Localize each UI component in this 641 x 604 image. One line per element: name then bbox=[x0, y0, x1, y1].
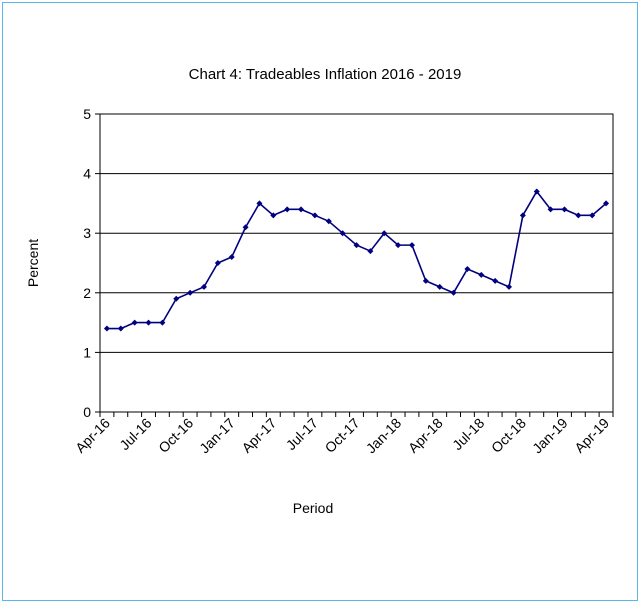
data-point bbox=[256, 200, 263, 207]
y-axis-label: Percent bbox=[25, 239, 41, 287]
x-tick-label: Jul-16 bbox=[116, 415, 154, 453]
data-point bbox=[117, 325, 124, 332]
data-point bbox=[381, 230, 388, 237]
gridlines bbox=[100, 113, 613, 353]
y-tick-label: 2 bbox=[83, 285, 91, 301]
x-axis-label: Period bbox=[293, 500, 333, 516]
x-tick-label: Jan-17 bbox=[196, 415, 238, 457]
data-point bbox=[311, 212, 318, 219]
y-tick-label: 5 bbox=[83, 106, 91, 122]
data-point bbox=[200, 283, 207, 290]
x-tick-label: Oct-16 bbox=[155, 415, 196, 456]
data-point bbox=[533, 188, 540, 195]
data-point bbox=[159, 319, 166, 326]
x-tick-label: Apr-16 bbox=[72, 415, 113, 456]
data-point bbox=[103, 325, 110, 332]
data-point bbox=[478, 271, 485, 278]
x-tick-label: Apr-19 bbox=[571, 415, 612, 456]
data-point bbox=[464, 265, 471, 272]
data-point bbox=[408, 242, 415, 249]
data-point bbox=[228, 254, 235, 261]
data-point bbox=[367, 248, 374, 255]
data-point bbox=[242, 224, 249, 231]
data-point bbox=[214, 260, 221, 266]
data-point bbox=[519, 212, 526, 219]
data-point bbox=[353, 242, 360, 249]
data-point bbox=[547, 206, 554, 213]
data-point bbox=[589, 212, 596, 219]
data-point bbox=[173, 295, 180, 302]
data-point bbox=[422, 277, 429, 284]
x-tick-label: Apr-18 bbox=[405, 415, 446, 456]
data-point bbox=[603, 200, 610, 207]
x-tick-label: Oct-18 bbox=[488, 415, 529, 456]
data-point bbox=[131, 319, 138, 326]
data-point bbox=[450, 289, 457, 296]
x-tick-label: Oct-17 bbox=[322, 415, 363, 456]
data-point bbox=[284, 206, 291, 213]
data-point bbox=[298, 206, 305, 213]
data-point bbox=[187, 289, 194, 296]
x-tick-label: Jul-17 bbox=[283, 415, 321, 453]
data-point bbox=[561, 206, 568, 213]
x-tick-label: Jan-18 bbox=[363, 415, 405, 457]
y-tick-label: 0 bbox=[83, 404, 91, 420]
series-layer bbox=[103, 188, 610, 332]
x-tick-label: Jul-18 bbox=[449, 415, 487, 453]
data-point bbox=[270, 212, 277, 219]
x-tick-label: Apr-17 bbox=[238, 415, 279, 456]
chart-title: Chart 4: Tradeables Inflation 2016 - 201… bbox=[189, 66, 462, 83]
y-tick-label: 4 bbox=[83, 166, 91, 182]
data-point bbox=[575, 212, 582, 219]
data-point bbox=[145, 319, 152, 326]
x-tick-label: Jan-19 bbox=[529, 415, 571, 457]
data-point bbox=[339, 230, 346, 237]
series-line bbox=[106, 190, 607, 330]
data-point bbox=[506, 283, 513, 290]
y-tick-label: 1 bbox=[83, 344, 91, 360]
data-point bbox=[436, 283, 443, 290]
data-point bbox=[492, 277, 499, 284]
axes bbox=[95, 113, 614, 417]
plot-area bbox=[99, 113, 614, 413]
data-point bbox=[325, 218, 332, 225]
data-point bbox=[395, 242, 402, 249]
y-tick-label: 3 bbox=[83, 225, 91, 241]
